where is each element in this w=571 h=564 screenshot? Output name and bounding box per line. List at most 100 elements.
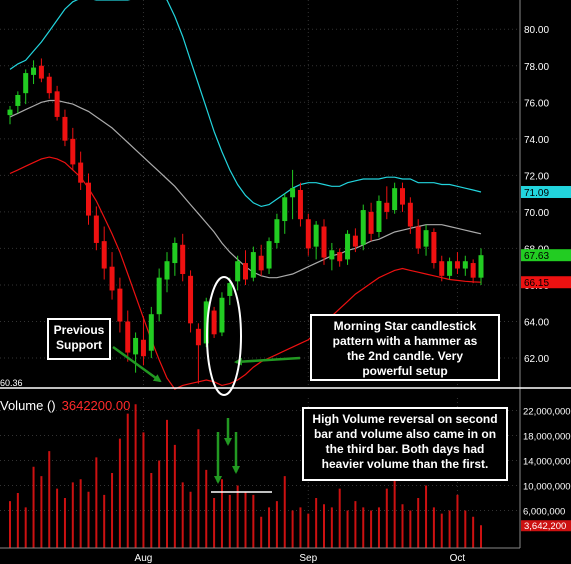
- price-tick-label: 70.00: [524, 208, 549, 219]
- candle: [337, 248, 343, 267]
- volume-bar: [111, 473, 114, 548]
- candle-body: [62, 116, 68, 141]
- candle: [447, 257, 453, 280]
- candle-body: [329, 250, 335, 260]
- price-tag: [521, 276, 571, 289]
- candle: [235, 255, 241, 291]
- candle-body: [352, 235, 358, 247]
- volume-bar: [173, 444, 176, 548]
- candle-body: [180, 244, 186, 275]
- volume-bar: [134, 404, 137, 548]
- annotation-marks: [112, 276, 301, 493]
- candle: [329, 242, 335, 271]
- volume-bar: [307, 513, 310, 548]
- volume-bar: [9, 501, 11, 548]
- volume-bar: [448, 510, 451, 548]
- candle-body: [101, 241, 107, 269]
- volume-bar: [189, 491, 192, 548]
- volume-bar: [291, 510, 294, 548]
- volume-bar: [79, 479, 82, 548]
- date-tick-label: Oct: [450, 553, 466, 564]
- price-tag-label: 66.15: [524, 278, 549, 289]
- candle: [54, 85, 60, 121]
- support-arrow: [112, 345, 162, 383]
- candle: [195, 323, 201, 384]
- volume-bar: [409, 510, 412, 548]
- volume-bar: [24, 507, 27, 548]
- candle: [250, 246, 256, 282]
- volume-bar: [32, 466, 35, 548]
- price-tag-label: 71.09: [524, 188, 549, 199]
- morning-star-note: Morning Star candlestick pattern with a …: [310, 314, 500, 381]
- price-tick-label: 76.00: [524, 98, 549, 109]
- candle-body: [462, 261, 468, 269]
- candle: [109, 252, 115, 300]
- candle-body: [376, 200, 382, 232]
- volume-bar: [56, 488, 59, 548]
- candle-body: [109, 266, 115, 291]
- candle-body: [454, 261, 460, 269]
- volume-bar: [346, 510, 349, 548]
- candle-body: [384, 202, 390, 212]
- volume-bar: [362, 507, 365, 548]
- volume-bar: [142, 432, 145, 548]
- candle-body: [439, 261, 445, 276]
- volume-axis-labels: 22,000,000 18,000,000 14,000,000 10,000,000…: [521, 407, 571, 532]
- volume-bar: [456, 494, 459, 548]
- volume-bar: [118, 438, 121, 548]
- volume-bar: [181, 482, 184, 548]
- candle-body: [431, 231, 437, 264]
- candle-body: [117, 288, 123, 322]
- candle-body: [219, 297, 225, 333]
- candle-body: [478, 255, 484, 278]
- volume-bar: [401, 504, 404, 548]
- candle-body: [297, 189, 303, 220]
- volume-bar: [150, 473, 153, 548]
- price-tick-label: 74.00: [524, 135, 549, 146]
- candle: [70, 127, 76, 170]
- morning-star-ellipse: [206, 276, 242, 396]
- volume-bar: [252, 494, 255, 548]
- candle-body: [125, 321, 131, 353]
- candle: [282, 193, 288, 234]
- candle: [227, 277, 233, 306]
- price-tick-label: 78.00: [524, 62, 549, 73]
- price-tick-label: 64.00: [524, 318, 549, 329]
- candle: [211, 306, 217, 338]
- candle-body: [274, 219, 280, 243]
- support-level-label: 60.36: [0, 378, 23, 388]
- price-tick-label: 80.00: [524, 25, 549, 36]
- candle-body: [227, 283, 233, 296]
- candle-body: [321, 226, 327, 258]
- candle: [297, 182, 303, 227]
- candle-body: [243, 263, 248, 280]
- price-tick-label: 72.00: [524, 171, 549, 182]
- candle-body: [345, 233, 351, 260]
- volume-bar: [260, 516, 263, 548]
- candle-body: [400, 188, 405, 205]
- candle: [400, 182, 405, 212]
- candle: [140, 316, 146, 366]
- volume-bar: [283, 476, 286, 548]
- volume-bar: [432, 507, 435, 548]
- candle: [38, 58, 44, 83]
- volume-bar: [377, 507, 380, 548]
- candle: [415, 219, 421, 254]
- candlesticks: [7, 58, 484, 384]
- volume-bar: [16, 493, 19, 548]
- candle-body: [7, 109, 13, 116]
- candle: [431, 228, 437, 269]
- volume-bar: [126, 413, 129, 548]
- candle-body: [337, 252, 343, 262]
- candle-body: [235, 261, 241, 282]
- volume-bar: [330, 507, 333, 548]
- candle: [125, 310, 131, 362]
- candle-body: [470, 263, 476, 278]
- volume-tick-label: 14,000,000: [523, 457, 571, 468]
- candle-body: [258, 255, 264, 271]
- candle: [407, 197, 413, 234]
- volume-bar: [40, 476, 43, 548]
- candle-body: [172, 242, 178, 264]
- volume-tick-label: 18,000,000: [523, 432, 571, 443]
- candle-body: [31, 67, 37, 75]
